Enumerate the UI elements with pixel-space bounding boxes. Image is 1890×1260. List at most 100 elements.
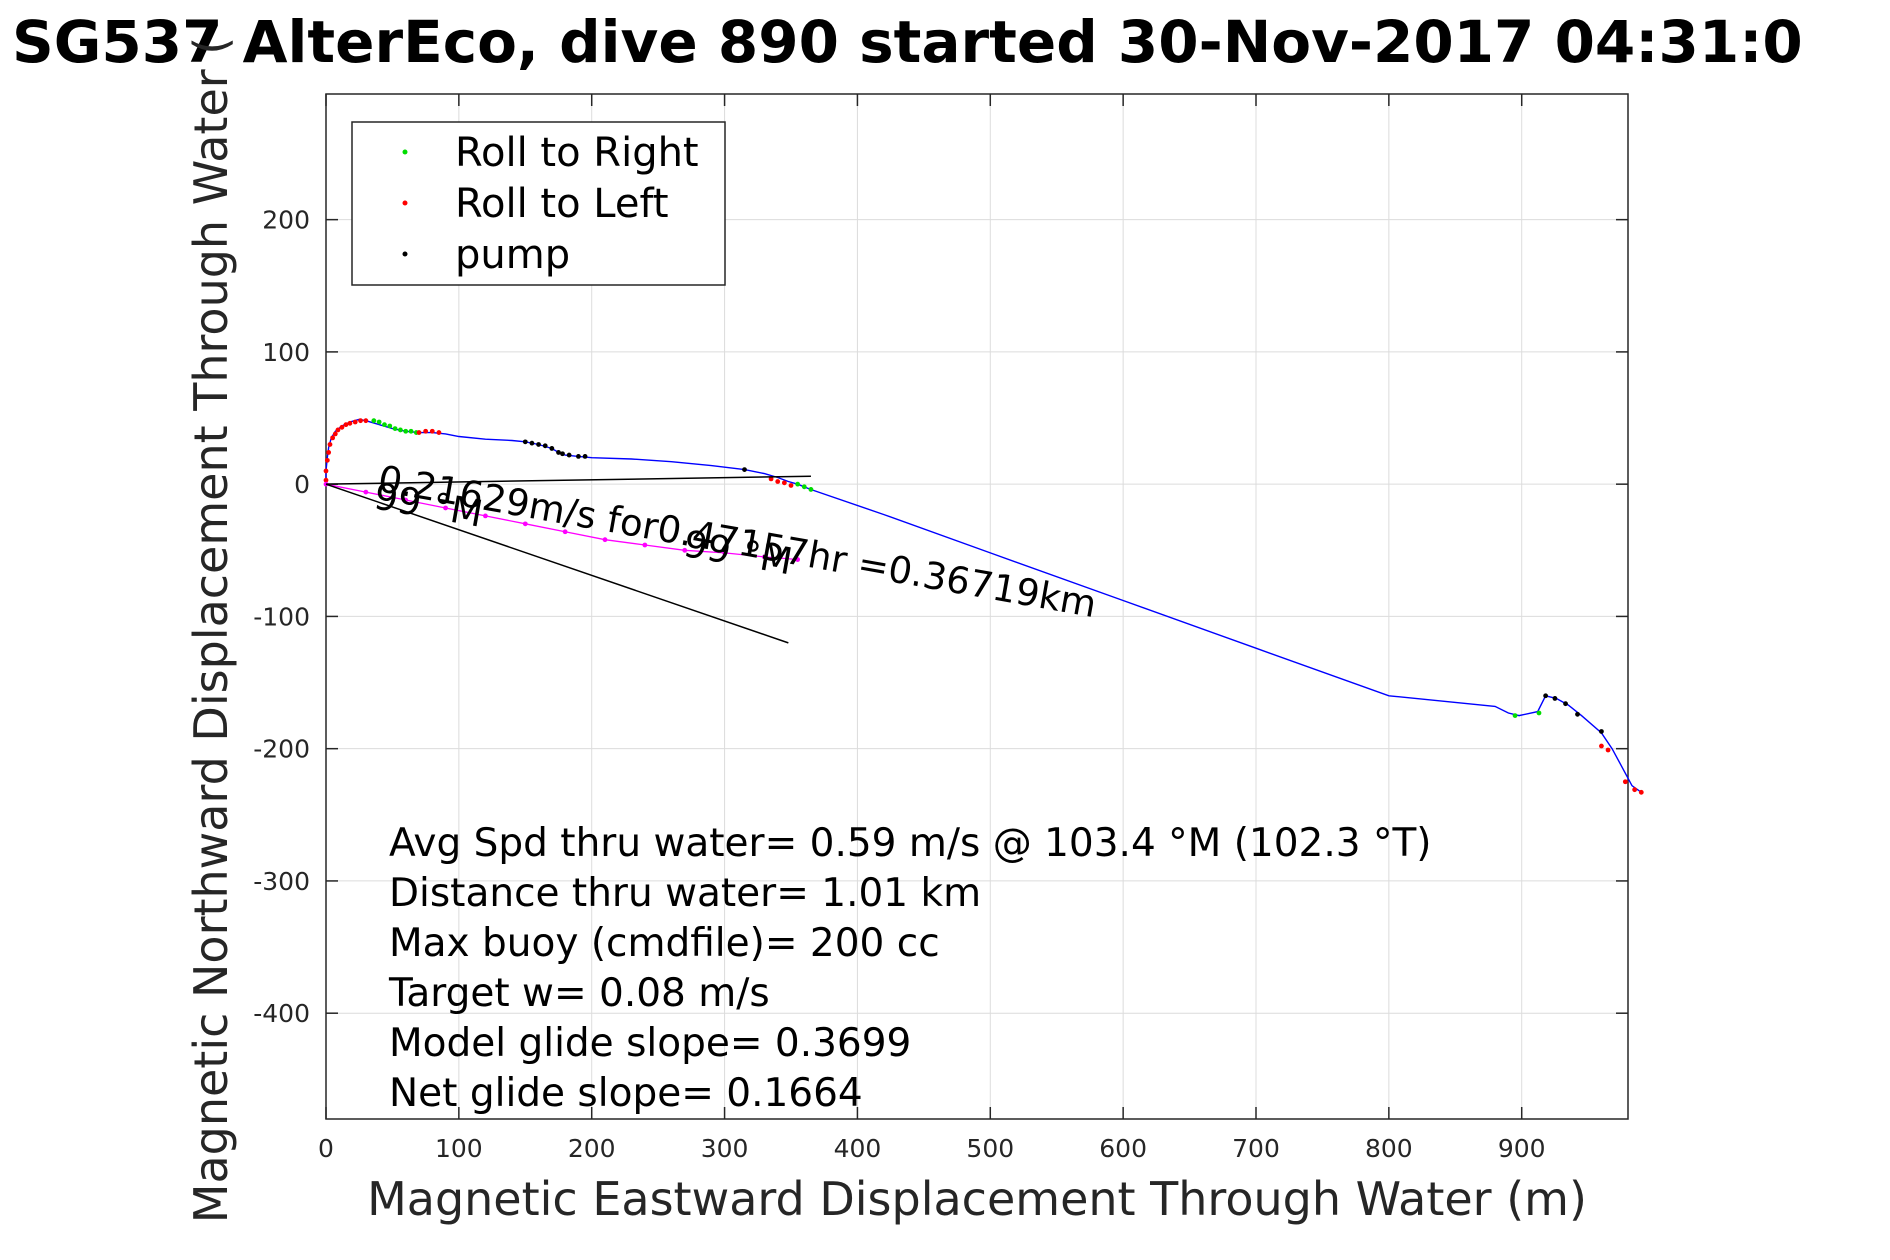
x-tick-label: 800: [1365, 1134, 1413, 1163]
annotation-distance: Distance thru water= 1.01 km: [389, 871, 981, 916]
roll-left-point: [324, 457, 330, 463]
pump-point: [529, 440, 535, 446]
pump-point: [742, 467, 747, 473]
current-point: [562, 529, 568, 535]
legend-label-pump: pump: [455, 232, 570, 278]
legend-marker-roll-left: [402, 200, 408, 206]
y-tick-label: -100: [253, 602, 310, 631]
plot-frame: [325, 93, 1629, 1120]
current-point: [795, 557, 801, 562]
x-tick-label: 500: [966, 1134, 1014, 1163]
annotation-avg-speed: Avg Spd thru water= 0.59 m/s @ 103.4 °M …: [389, 821, 1432, 866]
roll-left-point: [332, 431, 338, 437]
roll-right-point: [801, 484, 807, 490]
roll-right-point: [398, 427, 403, 433]
pump-point: [556, 450, 561, 455]
data-series: [323, 418, 1644, 795]
vector-group: [325, 475, 811, 644]
roll-left-point: [339, 424, 345, 430]
roll-left-point: [358, 418, 363, 424]
legend-label-roll-right: Roll to Right: [455, 130, 699, 176]
vector-line: [325, 483, 789, 644]
chart-title: SG537 AlterEco, dive 890 started 30-Nov-…: [12, 8, 1803, 76]
legend-marker-pump: [402, 251, 408, 257]
current-point: [403, 497, 409, 503]
roll-left-point: [323, 477, 329, 483]
pump-point: [1552, 696, 1558, 701]
pump-point: [576, 453, 581, 459]
pump-point: [560, 451, 565, 457]
roll-right-point: [808, 487, 814, 492]
pump-point: [536, 442, 541, 447]
roll-right-point: [408, 428, 414, 434]
axis-ticks: 0 100 200 300 400 500 600 700 800 900 200 100 0 -100 -…: [253, 94, 1628, 1163]
x-tick-label: 900: [1498, 1134, 1546, 1163]
roll-right-point: [1536, 710, 1542, 716]
roll-right-point: [387, 423, 393, 429]
roll-left-point: [347, 420, 353, 426]
roll-right-point: [371, 418, 377, 424]
annotation-target-w: Target w= 0.08 m/s: [388, 971, 770, 1016]
annotation-net-glide: Net glide slope= 0.1664: [389, 1071, 863, 1116]
current-point: [642, 542, 648, 548]
roll-left-point: [788, 483, 794, 488]
roll-left-point: [363, 418, 369, 424]
annotation-max-buoy: Max buoy (cmdfile)= 200 cc: [389, 921, 940, 966]
pump-point: [1563, 701, 1568, 707]
roll-left-point: [429, 428, 435, 434]
x-tick-label: 100: [435, 1134, 483, 1163]
current-point: [363, 489, 369, 495]
roll-right-point: [392, 426, 398, 432]
roll-left-point: [1605, 747, 1611, 753]
y-axis-label: Magnetic Northward Displacement Through …: [184, 37, 238, 1223]
roll-right-point: [382, 422, 387, 428]
roll-right-point: [1512, 713, 1518, 719]
roll-right-point: [376, 419, 382, 425]
pump-point: [582, 453, 588, 459]
legend: Roll to Right Roll to Left pump: [351, 121, 726, 286]
pump-point: [542, 443, 548, 449]
pump-point: [566, 452, 572, 458]
legend-marker-roll-right: [402, 149, 408, 155]
y-tick-label: -400: [253, 999, 310, 1028]
x-axis-label: Magnetic Eastward Displacement Through W…: [367, 1172, 1587, 1226]
pump-point: [549, 446, 555, 451]
current-point: [682, 547, 688, 553]
annotation-block: Avg Spd thru water= 0.59 m/s @ 103.4 °M …: [388, 821, 1432, 1116]
roll-left-point: [768, 476, 774, 482]
roll-left-point: [416, 430, 422, 435]
roll-left-point: [1599, 743, 1604, 749]
x-tick-label: 200: [568, 1134, 616, 1163]
x-tick-label: 600: [1099, 1134, 1147, 1163]
current-point: [762, 554, 767, 560]
y-tick-label: 0: [294, 470, 310, 499]
roll-left-point: [775, 479, 781, 484]
pump-point: [522, 439, 528, 445]
current-point: [522, 521, 528, 527]
current-point: [722, 550, 727, 556]
roll-left-point: [335, 427, 341, 433]
current-point: [483, 513, 488, 519]
roll-left-point: [436, 430, 442, 435]
x-tick-label: 0: [318, 1134, 334, 1163]
roll-left-point: [330, 435, 336, 441]
roll-left-point: [1622, 779, 1628, 785]
y-tick-label: 100: [262, 338, 310, 367]
x-tick-label: 400: [834, 1134, 882, 1163]
roll-left-point: [323, 468, 329, 474]
roll-right-point: [795, 481, 801, 487]
pump-point: [1575, 711, 1580, 717]
x-tick-label: 300: [701, 1134, 749, 1163]
pump-point: [1543, 693, 1549, 699]
roll-left-point: [326, 450, 332, 455]
annotation-model-glide: Model glide slope= 0.3699: [389, 1021, 911, 1066]
pump-point: [1599, 729, 1604, 734]
y-tick-label: 200: [262, 206, 310, 235]
current-point: [443, 505, 448, 511]
roll-left-point: [423, 428, 429, 434]
roll-right-point: [403, 428, 409, 434]
roll-left-point: [1632, 787, 1638, 793]
x-tick-label: 700: [1232, 1134, 1280, 1163]
legend-label-roll-left: Roll to Left: [455, 181, 669, 227]
